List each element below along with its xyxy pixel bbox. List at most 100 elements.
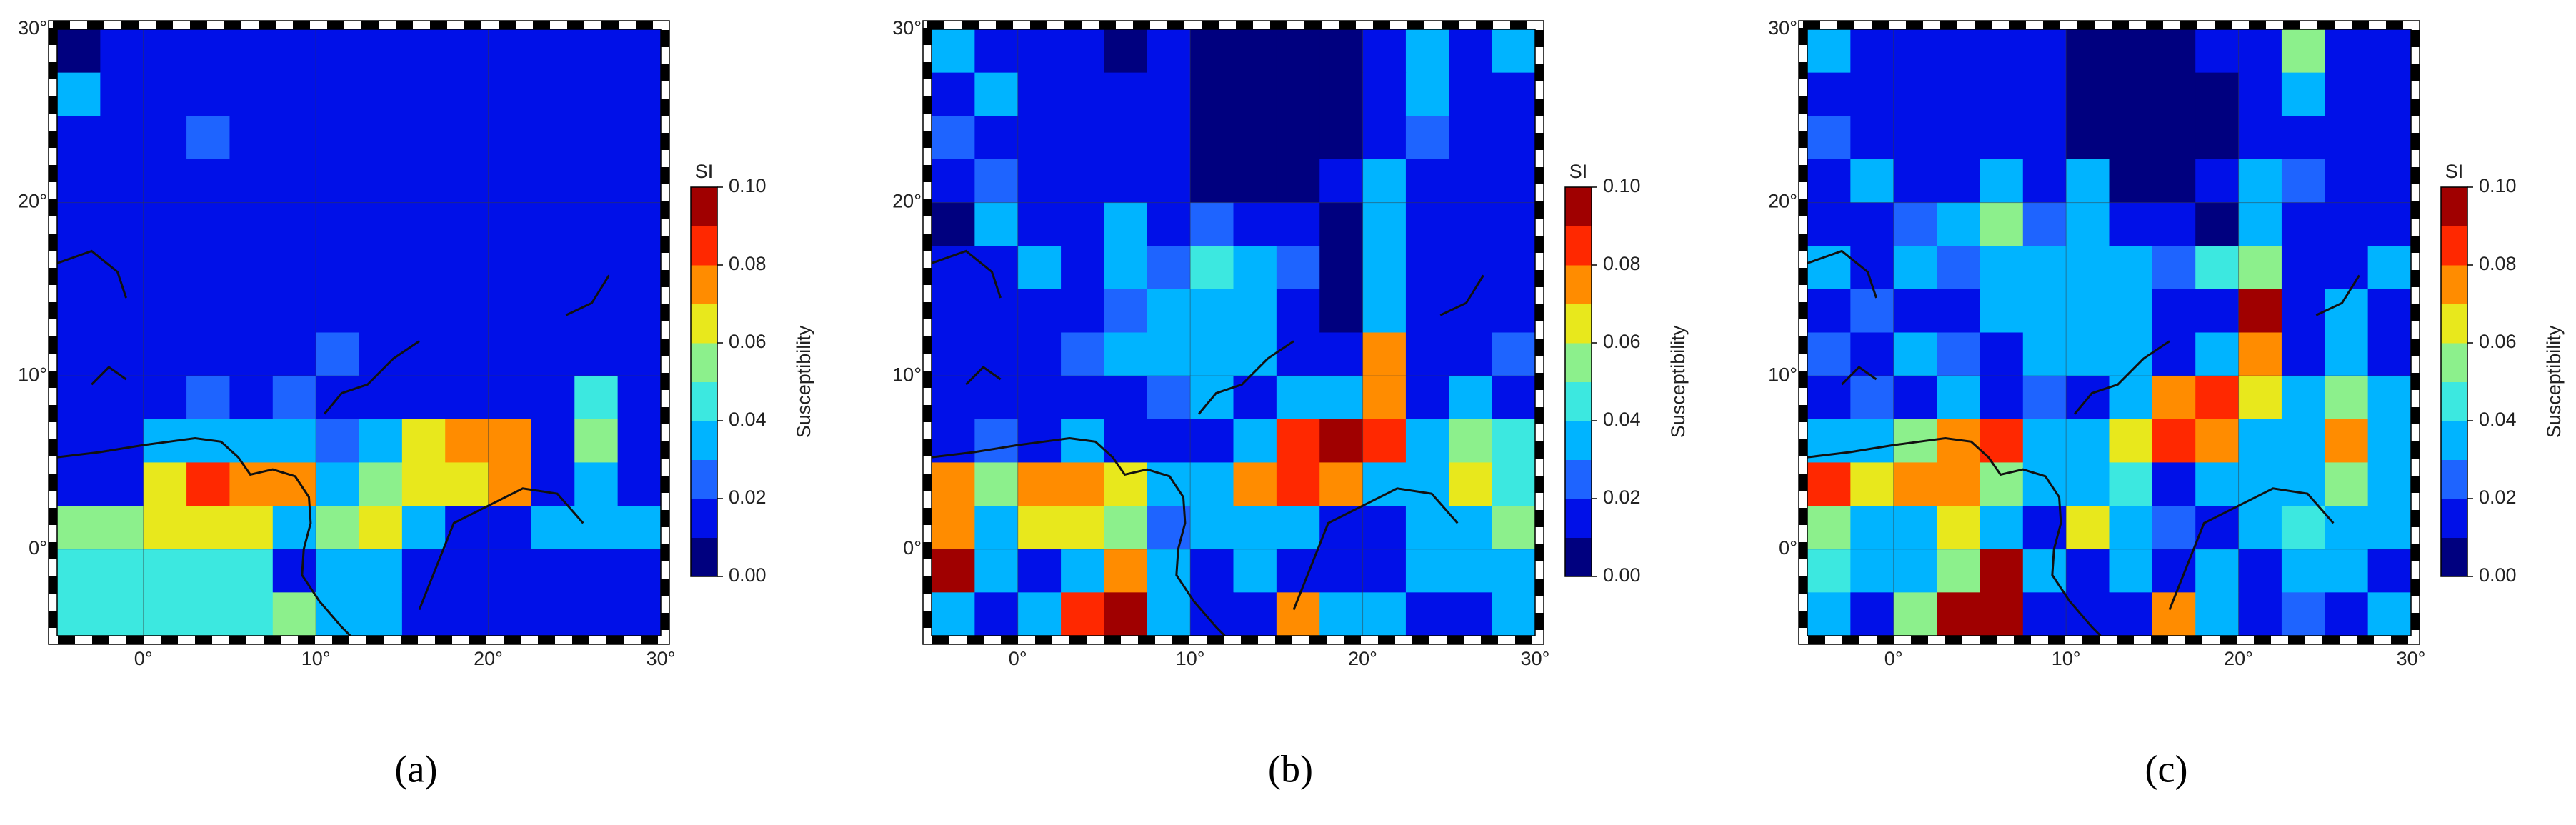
heat-cell — [1807, 116, 1851, 160]
heat-cell — [2152, 159, 2196, 204]
heat-cell — [2195, 289, 2240, 334]
heat-cell — [2022, 592, 2067, 636]
heat-cell — [1190, 289, 1234, 334]
heat-cell — [974, 549, 1019, 593]
frame — [48, 20, 670, 645]
heat-cell — [2367, 246, 2412, 290]
heat-cell — [1449, 159, 1493, 204]
heat-cell — [2238, 592, 2282, 636]
heat-cell — [1362, 462, 1407, 506]
colorbar-tick-label: 0.00 — [2479, 564, 2517, 586]
heat-cell — [1362, 202, 1407, 246]
heat-cell — [1980, 29, 2024, 74]
heat-cell — [2022, 202, 2067, 246]
heat-cell — [1893, 159, 1937, 204]
map-panel: 0° 10° 20° 30° 0° 10° 20° 30° 0.00 0.02 0.04 0.06 0.… — [1768, 17, 2565, 790]
heat-cell — [2195, 462, 2240, 506]
heat-cell — [2109, 116, 2153, 160]
heat-cell — [2066, 29, 2110, 74]
heat-cell — [1233, 72, 1277, 116]
heat-cell — [316, 419, 360, 464]
heat-cell — [2152, 202, 2196, 246]
heat-cell — [574, 376, 619, 420]
heat-cell — [1061, 462, 1105, 506]
panel-caption: (a) — [395, 747, 438, 790]
heat-cell — [2195, 159, 2240, 204]
heat-cell — [1449, 419, 1493, 464]
coastline — [2074, 340, 2170, 415]
frame — [931, 29, 1536, 636]
colorbar-swatch — [2441, 343, 2467, 382]
heat-cell — [1276, 29, 1320, 74]
heat-cell — [186, 246, 231, 290]
heat-cell — [2066, 419, 2110, 464]
heat-cell — [2066, 506, 2110, 550]
heat-cell — [1850, 462, 1894, 506]
heat-cell — [2238, 376, 2282, 420]
heat-cell — [2066, 159, 2110, 204]
heat-cell — [186, 592, 231, 636]
heat-cell — [1061, 116, 1105, 160]
heat-cell — [574, 159, 619, 204]
heat-cell — [617, 592, 662, 636]
heat-cell — [617, 72, 662, 116]
heat-cell — [143, 202, 187, 246]
heat-cell — [531, 246, 575, 290]
colorbar-tick-label: 0.10 — [1603, 175, 1641, 196]
heat-cell — [401, 506, 446, 550]
heat-cell — [1937, 289, 1981, 334]
heat-cell — [1937, 376, 1981, 420]
heat-cell — [2109, 462, 2153, 506]
heat-cell — [445, 549, 489, 593]
heat-cell — [974, 202, 1019, 246]
heat-cell — [1937, 246, 1981, 290]
colorbar-swatch — [1565, 421, 1592, 460]
heat-cell — [445, 29, 489, 74]
heat-cell — [1061, 376, 1105, 420]
heat-cell — [2022, 332, 2067, 376]
frame — [49, 21, 669, 644]
heat-cell — [574, 72, 619, 116]
heat-cell — [2152, 29, 2196, 74]
y-tick-label: 10° — [892, 364, 922, 385]
heat-cell — [1017, 289, 1062, 334]
heat-cell — [1061, 202, 1105, 246]
heat-cell — [316, 202, 360, 246]
colorbar-swatch — [2441, 265, 2467, 304]
heat-cell — [2325, 72, 2369, 116]
heat-cell — [316, 246, 360, 290]
heat-cell — [1405, 549, 1449, 593]
heat-cell — [2195, 332, 2240, 376]
colorbar-tick-label: 0.02 — [2479, 486, 2517, 508]
heat-cell — [1980, 592, 2024, 636]
x-tick-label: 0° — [1884, 648, 1903, 669]
heat-cell — [2195, 116, 2240, 160]
heat-cell — [2367, 506, 2412, 550]
heat-cell — [974, 289, 1019, 334]
heat-cell — [1492, 462, 1536, 506]
heat-cell — [1319, 29, 1364, 74]
heat-cell — [2022, 159, 2067, 204]
heat-cell — [1405, 376, 1449, 420]
heat-cell — [1492, 246, 1536, 290]
heat-cell — [617, 202, 662, 246]
heat-cell — [1061, 159, 1105, 204]
frame — [1798, 20, 2420, 645]
colorbar-frame — [1564, 186, 1592, 577]
heat-cell — [617, 246, 662, 290]
heat-cell — [1449, 376, 1493, 420]
colorbar-frame — [2440, 186, 2468, 577]
colorbar-swatch — [691, 187, 717, 226]
heat-cell — [1937, 506, 1981, 550]
heat-cell — [1319, 462, 1364, 506]
heat-cell — [229, 202, 274, 246]
heat-cell — [2281, 592, 2325, 636]
heat-cell — [57, 506, 101, 550]
heat-cell — [932, 506, 975, 550]
heat-cell — [1492, 332, 1536, 376]
heat-cell — [2325, 549, 2369, 593]
heat-cell — [1233, 592, 1277, 636]
colorbar-swatch — [2441, 421, 2467, 460]
x-tick-label: 0° — [1009, 648, 1027, 669]
coastline — [418, 487, 584, 611]
